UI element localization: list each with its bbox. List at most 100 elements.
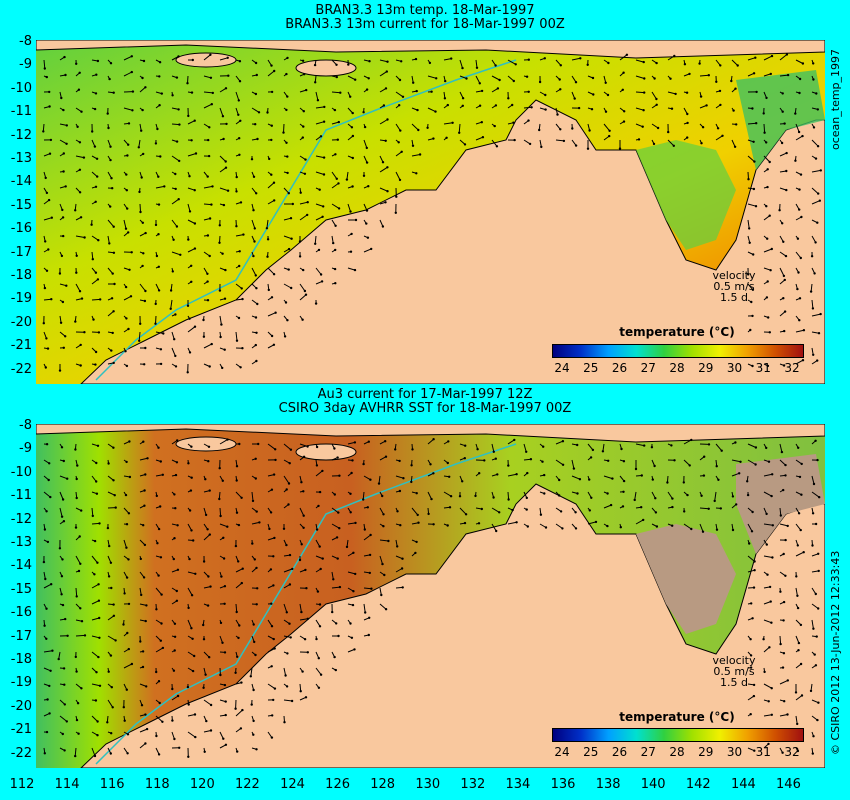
current-vector-head	[353, 441, 357, 444]
current-vector-head	[384, 608, 388, 611]
current-vector-head	[751, 510, 754, 514]
current-vector-head	[269, 568, 273, 571]
current-vector-head	[49, 138, 53, 142]
current-vector-head	[306, 617, 309, 620]
current-vector-head	[609, 503, 613, 507]
current-vector	[363, 603, 366, 613]
current-vector-head	[415, 540, 418, 544]
current-vector	[203, 534, 211, 541]
current-vector-head	[188, 175, 191, 178]
current-vector	[811, 200, 820, 205]
current-vector-head	[303, 172, 307, 175]
current-vector-head	[173, 493, 176, 496]
top-lat-tick: -19	[10, 291, 32, 307]
current-vector	[491, 139, 498, 147]
current-vector	[315, 667, 322, 676]
current-vector-head	[62, 520, 66, 523]
current-vector-head	[241, 347, 244, 350]
current-vector-head	[700, 494, 703, 497]
current-vector	[411, 123, 419, 131]
current-vector-head	[770, 247, 773, 251]
current-vector-head	[768, 214, 771, 217]
current-vector-head	[643, 444, 646, 447]
current-vector-head	[285, 543, 288, 547]
current-vector	[187, 219, 196, 224]
current-vector-head	[335, 536, 339, 539]
current-vector-head	[173, 622, 177, 625]
current-vector-head	[538, 128, 541, 132]
current-vector-head	[399, 524, 402, 527]
current-vector-head	[816, 221, 819, 224]
current-vector-head	[270, 124, 273, 127]
current-vector-head	[315, 445, 319, 449]
current-vector-head	[267, 288, 270, 292]
current-vector	[123, 107, 133, 111]
current-vector	[347, 75, 356, 81]
current-vector	[123, 295, 132, 301]
current-vector-head	[187, 606, 190, 610]
current-vector-head	[96, 59, 100, 63]
current-vector-head	[223, 585, 227, 588]
colorbar-tick-label: 25	[583, 361, 599, 375]
current-vector-head	[144, 619, 147, 623]
current-vector-head	[750, 602, 753, 605]
current-vector-head	[156, 542, 159, 545]
current-vector-head	[143, 489, 146, 492]
current-vector-head	[798, 77, 802, 81]
current-vector-head	[74, 209, 77, 212]
current-vector-head	[796, 237, 800, 240]
current-vector-head	[61, 732, 64, 736]
current-vector-head	[543, 473, 546, 477]
current-vector-head	[92, 318, 95, 321]
current-vector-head	[458, 131, 461, 134]
current-vector-head	[782, 240, 785, 243]
current-vector-head	[354, 521, 357, 525]
current-vector-head	[333, 493, 336, 496]
current-vector-head	[127, 231, 130, 234]
current-vector-head	[235, 339, 239, 342]
current-vector	[379, 603, 387, 610]
current-vector-head	[730, 79, 733, 83]
current-vector-head	[411, 448, 414, 451]
current-vector-head	[814, 241, 817, 244]
current-vector	[123, 219, 127, 229]
current-vector	[91, 715, 98, 722]
colorbar-tick-label: 25	[583, 745, 599, 759]
current-vector-head	[174, 187, 177, 191]
current-vector-head	[65, 124, 68, 127]
current-vector-head	[66, 634, 69, 637]
current-vector-head	[811, 752, 814, 755]
current-vector-head	[172, 669, 176, 672]
current-vector-head	[781, 751, 784, 754]
current-vector-head	[60, 254, 64, 258]
current-vector-head	[751, 617, 754, 620]
current-vector-head	[94, 185, 98, 188]
current-vector-head	[222, 557, 226, 560]
current-vector-head	[796, 287, 799, 291]
bottom-lat-tick: -19	[10, 675, 32, 691]
current-vector-head	[415, 492, 418, 495]
current-vector-head	[784, 463, 787, 467]
current-vector-head	[753, 749, 756, 752]
current-vector-head	[306, 213, 309, 217]
current-vector-head	[544, 526, 548, 529]
current-vector-head	[752, 253, 755, 256]
current-vector	[331, 203, 340, 209]
current-vector	[267, 182, 275, 189]
current-vector-head	[210, 103, 213, 106]
current-vector-head	[287, 482, 291, 485]
current-vector-head	[286, 56, 289, 60]
current-vector	[91, 583, 99, 589]
lon-tick: 114	[54, 777, 80, 792]
current-vector-head	[334, 248, 337, 252]
current-vector	[315, 203, 324, 207]
current-vector-head	[667, 130, 670, 134]
current-vector-head	[221, 641, 224, 644]
current-vector-head	[339, 91, 342, 94]
current-vector	[795, 251, 802, 259]
current-vector-head	[107, 670, 110, 673]
current-vector-head	[400, 60, 403, 63]
current-vector-head	[45, 730, 49, 734]
current-vector-head	[298, 255, 302, 258]
current-vector-head	[411, 144, 415, 147]
